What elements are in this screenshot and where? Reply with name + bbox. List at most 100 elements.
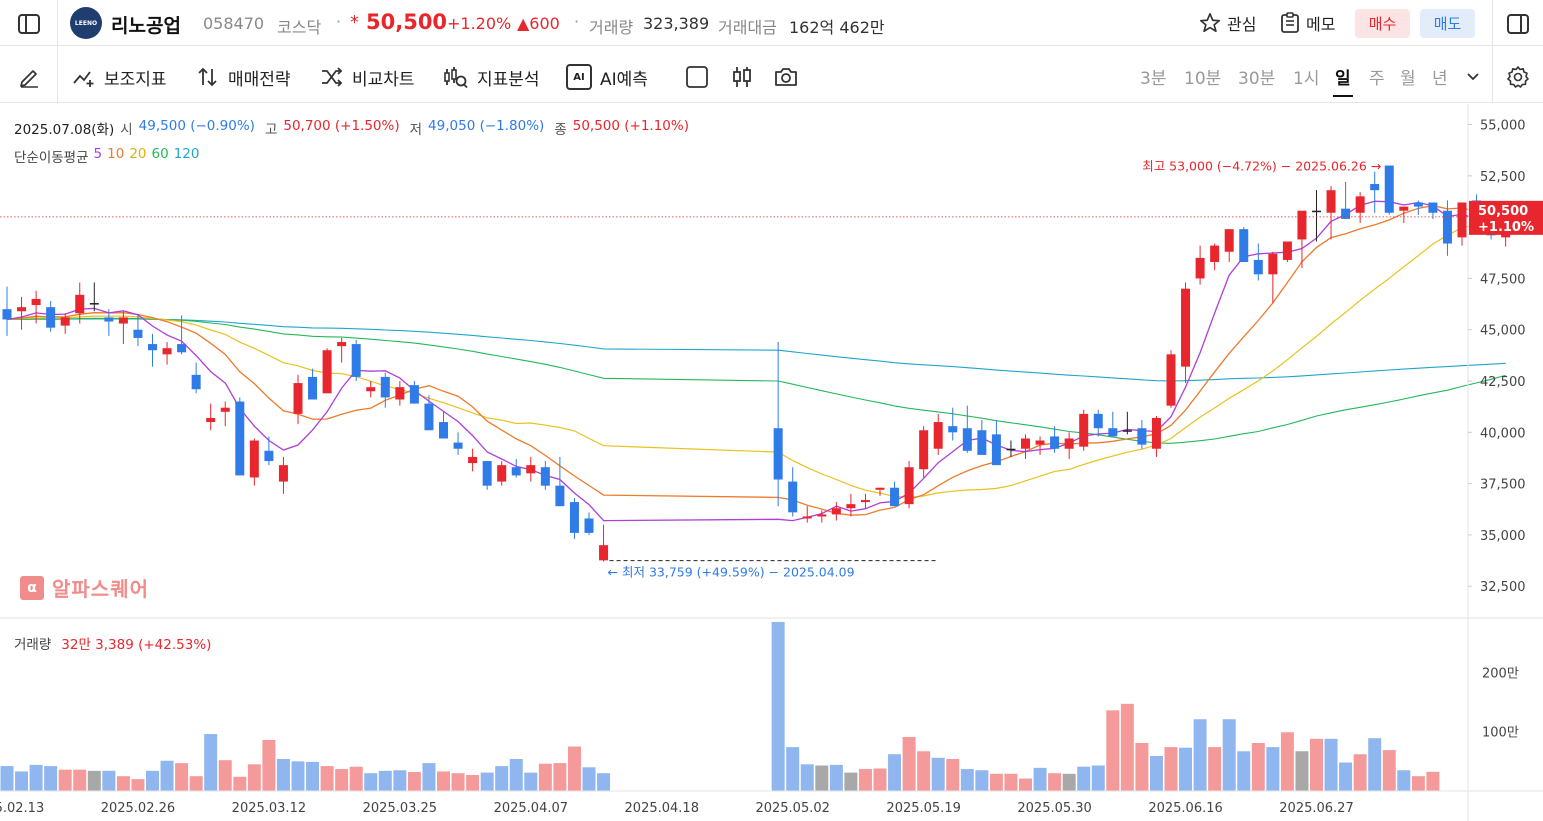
candle-body [1253, 259, 1263, 275]
volume-bar [800, 764, 814, 791]
candle-body [60, 317, 70, 326]
volume-bar [15, 771, 29, 791]
price-chart[interactable]: 55,00052,50050,00047,50045,00042,50040,0… [0, 104, 1543, 821]
ai-predict-button[interactable]: AI AI예측 [566, 64, 648, 90]
candle-body [1064, 438, 1074, 449]
candle-body [148, 344, 157, 351]
volume-bar [844, 772, 858, 791]
volume-value: 323,389 [643, 14, 710, 33]
current-price: 50,500 [366, 10, 448, 34]
chevron-down-icon[interactable] [1463, 67, 1483, 87]
amount-value: 162억 462만 [789, 18, 885, 37]
analysis-button[interactable]: 지표분석 [443, 64, 540, 90]
candle-body [919, 430, 929, 470]
candle-body [860, 500, 870, 503]
volume-bar [1382, 750, 1396, 791]
indicators-label: 보조지표 [104, 69, 167, 90]
volume-bar [58, 769, 72, 791]
alphasquare-logo-icon: α [20, 575, 44, 600]
candle-body [308, 376, 318, 400]
panel-toggle-icon[interactable] [1503, 10, 1533, 38]
watch-button[interactable]: 관심 [1199, 11, 1256, 35]
volume-bar [1019, 778, 1032, 791]
volume-bar [1426, 771, 1440, 791]
current-price-label: 50,500 [1478, 204, 1528, 219]
drawing-pen-icon[interactable] [14, 63, 44, 91]
candle-body [1035, 440, 1045, 445]
volume-bar [1295, 751, 1309, 791]
candle-body [846, 504, 856, 509]
ohlc-info: 2025.07.08(화) 시 49,500 (−0.90%) 고 50,700… [14, 118, 689, 138]
volume-bar [1411, 776, 1425, 791]
candle-body [395, 387, 405, 400]
date-tick-label: 2025.05.30 [1017, 801, 1091, 816]
ai-predict-label: AI예측 [600, 69, 648, 90]
volume-bar [1004, 773, 1018, 791]
volume-bar [335, 769, 349, 791]
ma10-legend: 10 [107, 146, 125, 162]
volume-bar [509, 758, 523, 791]
sidebar-toggle-icon[interactable] [14, 10, 44, 38]
compare-button[interactable]: 비교차트 [320, 64, 415, 90]
candle-body [206, 417, 216, 423]
price-tick-label: 55,000 [1480, 119, 1526, 134]
tf-day[interactable]: 일 [1333, 64, 1353, 97]
candle-body [46, 307, 56, 328]
square-shape-icon[interactable] [682, 63, 712, 91]
high-value: 50,700 (+1.50%) [283, 118, 400, 134]
volume-bar [276, 758, 290, 791]
volume-panel-value: 32만 3,389 (+42.53%) [61, 637, 212, 653]
volume-bar [320, 766, 334, 791]
close-value: 50,500 (+1.10%) [572, 118, 689, 134]
price-tick-label: 47,500 [1480, 272, 1526, 287]
candle-body [831, 508, 841, 515]
tf-year[interactable]: 년 [1432, 69, 1448, 89]
strategy-button[interactable]: 매매전략 [196, 64, 291, 90]
price-tick-label: 35,000 [1480, 529, 1526, 544]
tf-3min[interactable]: 3분 [1140, 69, 1167, 89]
volume-bar [349, 766, 363, 791]
candle-body [1442, 210, 1452, 244]
sell-button[interactable]: 매도 [1420, 9, 1475, 38]
candle-body [1195, 257, 1205, 279]
tf-1hour[interactable]: 1시 [1293, 69, 1320, 89]
volume-bar [262, 739, 276, 791]
candle-body [933, 422, 943, 449]
volume-bar [1164, 747, 1178, 791]
candle-body [220, 407, 230, 412]
price-tick-label: 42,500 [1480, 375, 1526, 390]
ma120-legend: 120 [173, 146, 200, 162]
tf-10min[interactable]: 10분 [1184, 69, 1222, 89]
candle-body [424, 403, 434, 431]
candle-body [788, 481, 798, 513]
tf-month[interactable]: 월 [1400, 69, 1416, 89]
volume-bar [829, 764, 843, 791]
volume-bar [553, 763, 567, 791]
memo-button[interactable]: 메모 [1280, 11, 1335, 35]
candle-type-icon[interactable] [727, 63, 757, 91]
low-value: 49,050 (−1.80%) [428, 118, 545, 134]
candle-body [1006, 448, 1016, 451]
date-tick-label: 2025.04.18 [625, 801, 699, 816]
tf-30min[interactable]: 30분 [1238, 69, 1276, 89]
candle-body [1413, 202, 1423, 207]
indicators-button[interactable]: 보조지표 [72, 64, 167, 90]
volume-bar [189, 776, 203, 791]
candle-body [1050, 436, 1060, 449]
volume-bar [960, 769, 974, 791]
candle-body [540, 467, 550, 486]
settings-gear-icon[interactable] [1503, 62, 1533, 92]
volume-bar [1193, 719, 1207, 791]
candle-body [31, 298, 41, 306]
stock-logo-text: LEENO [74, 19, 98, 27]
current-change-label: +1.10% [1478, 220, 1534, 235]
ma60-line [6, 317, 1506, 444]
candle-body [511, 467, 521, 476]
volume-bar [1077, 766, 1091, 791]
tf-week[interactable]: 주 [1369, 69, 1385, 89]
camera-icon[interactable] [771, 63, 801, 91]
candle-body [1355, 196, 1365, 213]
candle-body [991, 434, 1001, 466]
buy-button[interactable]: 매수 [1355, 9, 1410, 38]
volume-bar [597, 773, 611, 791]
